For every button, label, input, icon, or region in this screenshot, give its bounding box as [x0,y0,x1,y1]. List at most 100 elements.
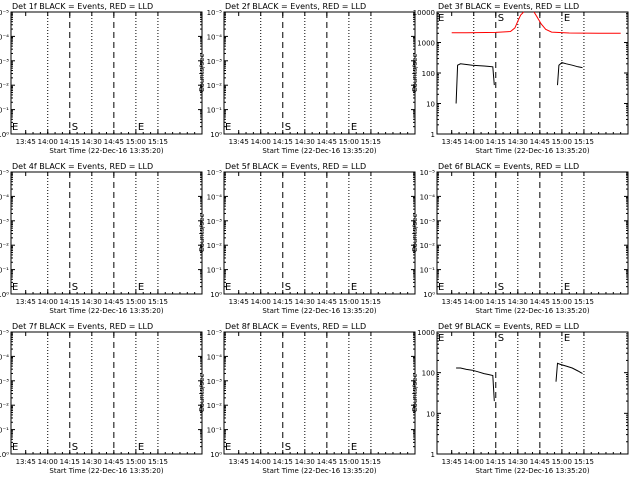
y-tick-label: 10⁻⁵ [207,9,223,17]
x-axis-label: Start Time (22-Dec-16 13:35:20) [49,467,163,475]
x-tick-label: 14:00 [464,458,484,466]
series-events-line [555,362,583,382]
y-tick-label: 10000 [413,9,435,17]
x-tick-label: 14:15 [60,458,80,466]
marker-e-start: E [12,122,18,133]
y-tick-label: 10⁻¹ [420,267,436,275]
x-tick-label: 13:45 [442,458,462,466]
y-tick-label: 10⁻⁴ [207,33,223,41]
y-tick-label: 10⁻⁴ [0,33,9,41]
marker-e-end: E [564,333,570,344]
y-tick-label: 10⁻² [420,242,436,250]
marker-e-start: E [438,282,444,293]
y-tick-label: 10⁻⁴ [207,193,223,201]
y-axis-label: Counts/sec [198,374,206,413]
x-tick-label: 15:15 [148,458,168,466]
marker-s: S [285,442,291,453]
y-tick-label: 10⁰ [210,451,222,459]
y-axis-label: Counts/sec [411,54,419,93]
panel-title: Det 2f BLACK = Events, RED = LLD [225,2,366,11]
y-tick-label: 10⁰ [0,451,9,459]
plot-frame [10,331,203,455]
y-tick-label: 10⁻² [0,82,9,90]
x-tick-label: 15:00 [552,138,572,146]
marker-e-start: E [225,282,231,293]
plot-frame [436,11,629,135]
y-tick-label: 10⁻¹ [207,267,223,275]
x-tick-label: 13:45 [16,138,36,146]
x-tick-label: 14:30 [508,138,528,146]
y-tick-label: 10⁻¹ [0,107,9,115]
y-tick-label: 10⁻⁴ [0,193,9,201]
x-tick-label: 14:45 [104,298,124,306]
marker-e-end: E [564,13,570,24]
plot-frame [10,171,203,295]
x-tick-label: 15:00 [552,298,572,306]
panel-title: Det 8f BLACK = Events, RED = LLD [225,322,366,331]
panel-det-6: Det 6f BLACK = Events, RED = LLD 10⁰ 10⁻¹ 1… [411,162,629,315]
y-tick-label: 10⁻⁴ [420,193,436,201]
y-tick-label: 10⁰ [210,131,222,139]
x-tick-label: 13:45 [229,138,249,146]
y-tick-label: 10⁻⁵ [0,9,9,17]
series-lld-line [451,11,525,34]
y-tick-label: 10 [426,101,435,109]
y-tick-label: 10⁻³ [207,378,223,386]
x-tick-label: 15:15 [148,298,168,306]
x-tick-label: 14:15 [486,458,506,466]
y-tick-label: 10⁻⁵ [207,329,223,337]
y-tick-label: 10⁻² [207,82,223,90]
x-tick-label: 14:15 [273,298,293,306]
panel-title: Det 5f BLACK = Events, RED = LLD [225,162,366,171]
x-tick-label: 14:30 [295,458,315,466]
marker-e-end: E [138,122,144,133]
y-tick-label: 10⁻⁴ [0,353,9,361]
y-tick-label: 10⁰ [0,291,9,299]
marker-e-start: E [225,442,231,453]
y-tick-label: 10⁰ [0,131,9,139]
x-tick-label: 15:00 [126,298,146,306]
marker-e-end: E [138,282,144,293]
x-axis-label: Start Time (22-Dec-16 13:35:20) [475,147,589,155]
y-tick-label: 10⁻¹ [207,427,223,435]
y-tick-label: 1 [431,131,435,139]
panel-title: Det 1f BLACK = Events, RED = LLD [12,2,153,11]
x-tick-label: 14:15 [486,298,506,306]
series-events-line [557,62,583,86]
panel-title: Det 6f BLACK = Events, RED = LLD [438,162,579,171]
x-tick-label: 15:00 [126,138,146,146]
y-tick-label: 10⁻³ [0,58,9,66]
marker-s: S [285,122,291,133]
x-tick-label: 14:15 [60,298,80,306]
x-tick-label: 14:30 [82,458,102,466]
x-tick-label: 14:00 [38,138,58,146]
plot-frame [436,171,629,295]
marker-e-end: E [564,282,570,293]
y-tick-label: 10⁻² [0,402,9,410]
panel-title: Det 7f BLACK = Events, RED = LLD [12,322,153,331]
marker-e-start: E [12,282,18,293]
x-tick-label: 15:15 [361,458,381,466]
x-tick-label: 13:45 [16,458,36,466]
panel-det-2: Det 2f BLACK = Events, RED = LLD 10⁰ 10⁻¹ 1… [198,2,416,155]
panel-det-5: Det 5f BLACK = Events, RED = LLD 10⁰ 10⁻¹ 1… [198,162,416,315]
marker-s: S [498,13,504,24]
y-tick-label: 10⁻² [207,402,223,410]
y-tick-label: 1 [431,451,435,459]
x-tick-label: 14:45 [530,138,550,146]
y-tick-label: 10⁰ [423,291,435,299]
x-tick-label: 15:15 [574,458,594,466]
x-tick-label: 15:15 [574,138,594,146]
marker-s: S [72,122,78,133]
series-events-line [456,367,495,402]
y-axis-label: Counts/sec [198,54,206,93]
y-tick-label: 10⁻³ [0,378,9,386]
x-tick-label: 14:45 [104,458,124,466]
panel-det-8: Det 8f BLACK = Events, RED = LLD 10⁰ 10⁻¹ 1… [198,322,416,475]
marker-e-end: E [351,122,357,133]
y-tick-label: 10⁻⁵ [207,169,223,177]
x-tick-label: 14:15 [60,138,80,146]
x-axis-label: Start Time (22-Dec-16 13:35:20) [262,467,376,475]
panel-title: Det 9f BLACK = Events, RED = LLD [438,322,579,331]
